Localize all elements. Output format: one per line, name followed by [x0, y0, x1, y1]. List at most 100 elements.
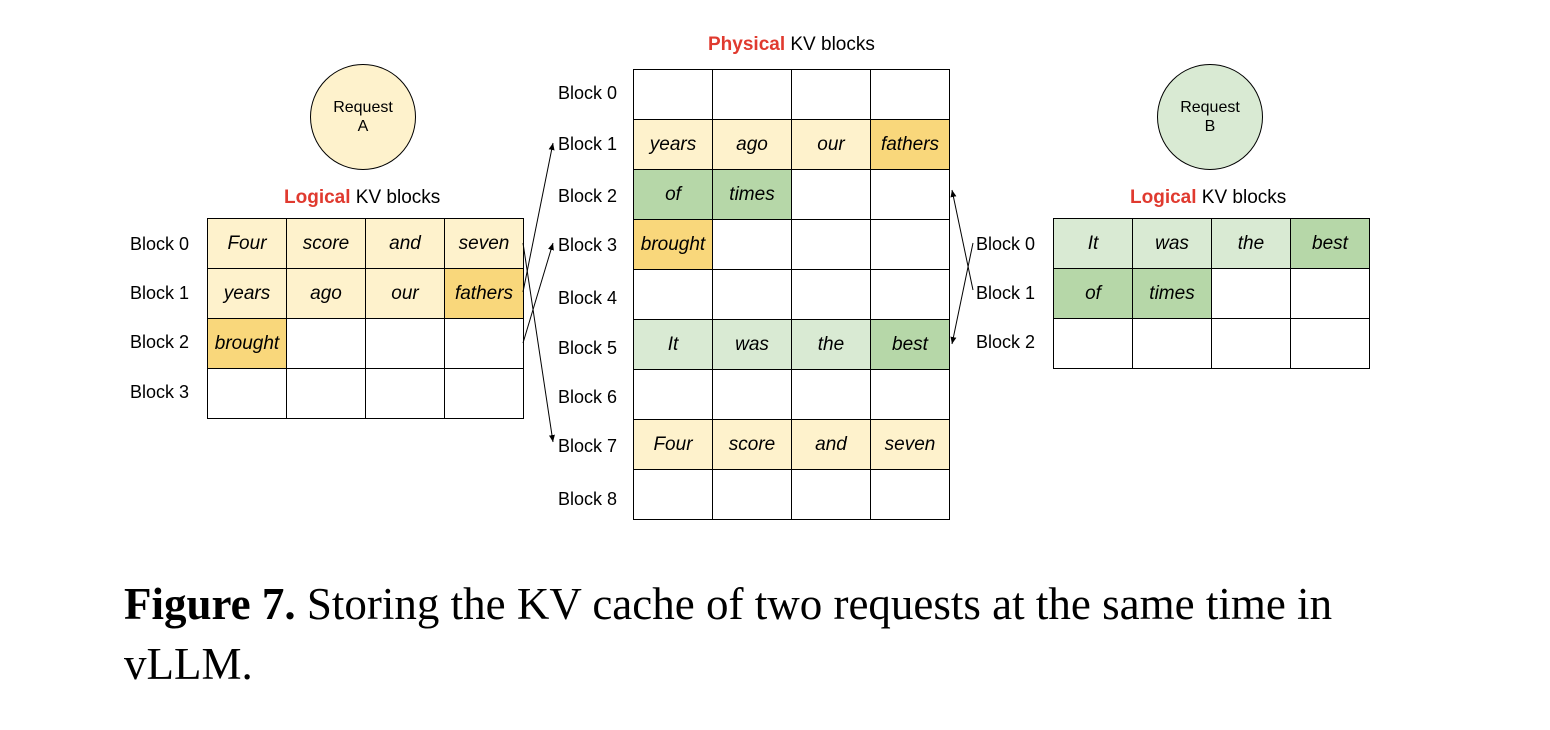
physical-block-label: Block 5: [558, 338, 618, 358]
kv-cell: [791, 369, 871, 420]
logical-b-row: of times: [1053, 268, 1370, 319]
request-a-circle: Request A: [310, 64, 416, 170]
logical-a-block-label: Block 0: [130, 234, 190, 254]
kv-cell: fathers: [870, 119, 950, 170]
kv-cell: [207, 368, 287, 419]
kv-cell: ago: [286, 268, 366, 319]
logical-a-row: Four score and seven: [207, 218, 524, 269]
kv-cell: and: [365, 218, 445, 269]
kv-cell: times: [1132, 268, 1212, 319]
figure-label: Figure 7.: [124, 579, 296, 629]
physical-row: [633, 269, 950, 320]
kv-cell: [870, 269, 950, 320]
kv-cell: best: [1290, 218, 1370, 269]
kv-cell: [712, 69, 792, 120]
physical-block-label: Block 2: [558, 186, 618, 206]
physical-title-highlight: Physical: [708, 34, 786, 55]
kv-cell: [365, 368, 445, 419]
logical-a-title: Logical KV blocks: [284, 187, 440, 209]
kv-cell: [1211, 268, 1291, 319]
logical-b-block-label: Block 2: [976, 332, 1036, 352]
kv-cell: [633, 269, 713, 320]
kv-cell: [870, 369, 950, 420]
kv-cell: [712, 469, 792, 520]
kv-cell: was: [712, 319, 792, 370]
request-a-label-line2: A: [357, 118, 369, 135]
physical-block-label: Block 3: [558, 235, 618, 255]
logical-a-title-highlight: Logical: [284, 187, 351, 208]
physical-block-label: Block 8: [558, 489, 618, 509]
mapping-arrow-b-block1-to-block2: [950, 189, 974, 291]
kv-cell: It: [1053, 218, 1133, 269]
request-b-label-line1: Request: [1180, 99, 1240, 116]
kv-cell: [870, 219, 950, 270]
logical-a-title-rest: KV blocks: [350, 187, 441, 208]
logical-b-title: Logical KV blocks: [1130, 187, 1286, 209]
kv-cell: seven: [444, 218, 524, 269]
mapping-arrow-a-block1-to-block1: [522, 142, 555, 293]
logical-kv-blocks-b: It was the best of times: [1053, 218, 1370, 369]
logical-b-block-label: Block 1: [976, 283, 1036, 303]
physical-block-label: Block 4: [558, 288, 618, 308]
kv-cell: times: [712, 169, 792, 220]
physical-row: [633, 369, 950, 420]
physical-row: brought: [633, 219, 950, 270]
logical-a-block-label: Block 1: [130, 283, 190, 303]
kv-cell: of: [1053, 268, 1133, 319]
kv-cell: [1132, 318, 1212, 369]
logical-a-row: brought: [207, 318, 524, 369]
kv-cell: our: [791, 119, 871, 170]
kv-cell: [1290, 318, 1370, 369]
physical-block-label: Block 1: [558, 134, 618, 154]
request-b-label-line2: B: [1204, 118, 1216, 135]
kv-cell: [444, 318, 524, 369]
kv-cell: years: [207, 268, 287, 319]
physical-block-label: Block 7: [558, 436, 618, 456]
physical-row: [633, 469, 950, 520]
kv-cell: brought: [633, 219, 713, 270]
physical-kv-blocks: years ago our fathers of times brought I…: [633, 69, 950, 520]
kv-cell: years: [633, 119, 713, 170]
physical-row: of times: [633, 169, 950, 220]
physical-row: It was the best: [633, 319, 950, 370]
kv-cell: seven: [870, 419, 950, 470]
kv-cell: was: [1132, 218, 1212, 269]
kv-cell: brought: [207, 318, 287, 369]
kv-cell: of: [633, 169, 713, 220]
mapping-arrow-b-block0-to-block5: [950, 242, 974, 345]
physical-block-label: Block 0: [558, 83, 618, 103]
physical-title-rest: KV blocks: [785, 34, 875, 55]
logical-b-block-label: Block 0: [976, 234, 1036, 254]
kv-cell: It: [633, 319, 713, 370]
kv-cell: [286, 368, 366, 419]
kv-cell: [712, 269, 792, 320]
kv-cell: [444, 368, 524, 419]
figure-caption-text: Storing the KV cache of two requests at …: [124, 579, 1344, 689]
logical-kv-blocks-a: Four score and seven years ago our fathe…: [207, 218, 524, 419]
logical-b-title-highlight: Logical: [1130, 187, 1197, 208]
kv-cell: [365, 318, 445, 369]
logical-a-block-label: Block 2: [130, 332, 190, 352]
kv-cell: our: [365, 268, 445, 319]
physical-row: years ago our fathers: [633, 119, 950, 170]
kv-cell: [791, 469, 871, 520]
request-b-circle: Request B: [1157, 64, 1263, 170]
figure-caption: Figure 7. Storing the KV cache of two re…: [124, 574, 1424, 694]
kv-cell: best: [870, 319, 950, 370]
kv-cell: score: [712, 419, 792, 470]
physical-row: [633, 69, 950, 120]
physical-block-label: Block 6: [558, 387, 618, 407]
kv-cell: [791, 69, 871, 120]
kv-cell: [791, 219, 871, 270]
kv-cell: and: [791, 419, 871, 470]
logical-a-block-label: Block 3: [130, 382, 190, 402]
request-a-label-line1: Request: [333, 99, 393, 116]
kv-cell: the: [1211, 218, 1291, 269]
kv-cell: fathers: [444, 268, 524, 319]
kv-cell: [870, 469, 950, 520]
kv-cell: the: [791, 319, 871, 370]
kv-cell: [870, 69, 950, 120]
logical-b-row: It was the best: [1053, 218, 1370, 269]
physical-title: Physical KV blocks: [708, 34, 875, 56]
logical-b-title-rest: KV blocks: [1196, 187, 1287, 208]
